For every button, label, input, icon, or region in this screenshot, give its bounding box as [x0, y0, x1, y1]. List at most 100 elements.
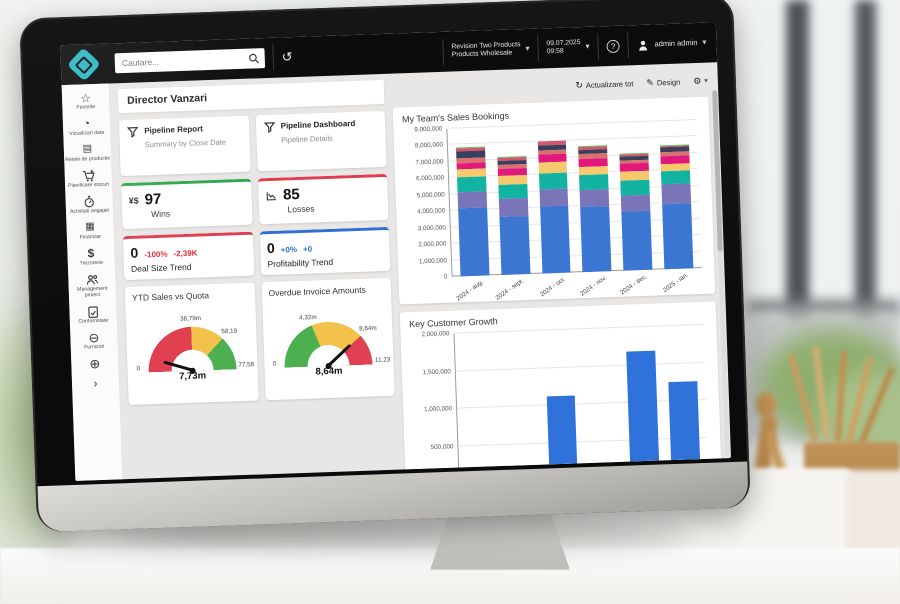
- overdue-invoices-gauge-card[interactable]: Overdue Invoice Amounts 8,64m 0 4,32m 8,64…: [261, 277, 395, 401]
- bar-segment-purple: [498, 198, 529, 217]
- x-axis-label: 2024 - nov.: [578, 274, 608, 298]
- bar[interactable]: [503, 331, 537, 479]
- sidebar-item-financiar[interactable]: ▦ Financiar: [79, 221, 102, 241]
- search-box[interactable]: [114, 48, 266, 74]
- user-name: admin admin: [654, 38, 698, 49]
- pencil: [834, 349, 848, 443]
- ytd-sales-gauge: 7,73m 0 38,79m 58,19 77,58: [136, 313, 254, 382]
- time-value: 09:58: [546, 47, 564, 56]
- pencil: [787, 352, 819, 444]
- chevron-down-icon: ▾: [704, 77, 708, 85]
- sidebar-item-management-proiect[interactable]: Management proiect: [69, 270, 116, 302]
- sidebar-item-add[interactable]: ⊕: [72, 354, 119, 374]
- window-glass: [748, 0, 900, 340]
- wins-card[interactable]: ¥$ 97 Wins: [121, 178, 253, 230]
- sidebar-item-planificare-stocuri[interactable]: Planificare stocuri: [65, 166, 112, 192]
- bar[interactable]: [659, 120, 694, 270]
- y-axis-tick: 4,000,000: [417, 207, 446, 216]
- x-axis-label: 2024 - oct.: [538, 275, 567, 299]
- bar-segment-purple: [661, 183, 692, 205]
- x-axis-label: 2025 - ian.: [661, 271, 690, 295]
- wins-value: 97: [144, 190, 162, 209]
- main-content: Director Vanzari Pipeline Report: [110, 62, 731, 480]
- bar-segment-teal: [457, 176, 487, 193]
- divider: [537, 35, 540, 62]
- y-axis-tick: 5,000,000: [416, 191, 445, 200]
- refresh-all-button[interactable]: ↻ Actualizare tot: [575, 78, 634, 90]
- plant: [760, 330, 900, 440]
- pipeline-report-card[interactable]: Pipeline Report Summary by Close Date: [118, 115, 251, 177]
- sidebar-item-activitati-angajati[interactable]: Activitati angajati: [66, 192, 113, 218]
- window-sill: [748, 300, 900, 316]
- user-icon: [639, 40, 648, 51]
- sidebar-item-vizualizari-date[interactable]: ◔ Vizualizari date: [69, 116, 105, 137]
- bar[interactable]: [585, 328, 619, 479]
- bar[interactable]: [496, 126, 531, 275]
- bar[interactable]: [463, 332, 497, 479]
- bar-segment-teal: [661, 170, 691, 185]
- design-button[interactable]: ✎ Design: [646, 77, 681, 88]
- bar-segment-blue: [580, 206, 612, 273]
- pencil: [854, 366, 896, 454]
- chevron-right-icon: ›: [93, 376, 98, 391]
- pipeline-dashboard-card[interactable]: Pipeline Dashboard Pipeline Details: [255, 110, 387, 172]
- wooden-mannequin: [763, 429, 787, 475]
- company-selector[interactable]: Revision Two Products Products Wholesale…: [451, 40, 530, 60]
- deal-size-trend-card[interactable]: 0 -100% -2,39K Deal Size Trend: [122, 231, 254, 281]
- settings-menu-button[interactable]: ⚙ ▾: [693, 75, 708, 87]
- y-axis-tick: 3,000,000: [417, 224, 446, 233]
- bar-segment-blue: [539, 205, 571, 274]
- sidebar-item-conformitate[interactable]: Conformitate: [70, 302, 117, 328]
- document-icon: ▤: [82, 143, 93, 155]
- sidebar-expand[interactable]: ›: [72, 374, 119, 393]
- sidebar-item-favorite[interactable]: ☆ Favorite: [76, 90, 96, 111]
- y-axis-tick: 9,000,000: [414, 125, 443, 134]
- sales-bookings-panel: My Team's Sales Bookings 0 1,000,000 2,000…: [392, 96, 716, 305]
- bar[interactable]: [537, 125, 571, 274]
- bar[interactable]: [667, 325, 701, 477]
- help-button[interactable]: ?: [606, 39, 620, 53]
- white-pot: [742, 468, 854, 564]
- screen: ↺ Revision Two Products Products Wholesa…: [60, 22, 732, 481]
- profitability-trend-card[interactable]: 0 +0% +0 Profitability Trend: [259, 226, 391, 276]
- y-axis-tick: 0: [443, 273, 448, 281]
- user-menu[interactable]: admin admin ▾: [636, 36, 707, 51]
- x-axis-label: 2024 - sept.: [494, 277, 526, 302]
- sidebar-item-furnizori[interactable]: ⊖ Furnizori: [84, 329, 105, 351]
- sales-bookings-chart: 0 1,000,000 2,000,000 3,000,000 4,000,000 5,0…: [402, 119, 706, 303]
- ytd-sales-gauge-card[interactable]: YTD Sales vs Quota 7,73m 0 38,79m 58,19 77,…: [124, 282, 259, 406]
- app-logo[interactable]: [60, 44, 107, 86]
- overdue-invoices-gauge: 8,64m 0 4,32m 8,64m 11,23: [273, 308, 391, 377]
- bar[interactable]: [578, 123, 612, 273]
- wooden-mannequin: [753, 413, 779, 477]
- date-selector[interactable]: 09.07.2025 09:58 ▾: [546, 38, 590, 56]
- cart-icon: [82, 169, 95, 182]
- bar-segment-purple: [580, 188, 610, 208]
- people-icon: [85, 273, 99, 286]
- sidebar-item-retele-de-productie[interactable]: ▤ Retele de productie: [65, 143, 111, 164]
- dollar-icon: $: [87, 246, 95, 261]
- pencil: [844, 356, 874, 448]
- wooden-mannequin: [756, 392, 776, 418]
- sidebar-item-trezorerie[interactable]: $ Trezorerie: [79, 246, 104, 267]
- pencil: [812, 345, 830, 439]
- bar-segment-customers: [668, 381, 701, 477]
- calculator-icon: ▦: [85, 221, 95, 233]
- divider: [442, 38, 445, 65]
- page-title: Director Vanzari: [117, 79, 385, 114]
- losses-card[interactable]: 85 Losses: [257, 173, 389, 225]
- bar-segment-purple: [621, 194, 651, 212]
- bar[interactable]: [544, 329, 579, 480]
- history-icon[interactable]: ↺: [281, 49, 293, 65]
- bar[interactable]: [619, 122, 653, 271]
- bar[interactable]: [455, 127, 490, 277]
- x-axis-label: 2024 - aug.: [454, 278, 485, 303]
- gauge-tick-label: 58,19: [221, 327, 238, 336]
- pie-chart-icon: ◔: [82, 116, 91, 131]
- search-input[interactable]: [114, 48, 266, 74]
- window-frame: [855, 0, 876, 335]
- y-axis-tick: 2,000,000: [421, 330, 450, 339]
- x-axis-label: 2024 - dec.: [619, 272, 649, 297]
- bar[interactable]: [626, 327, 660, 478]
- scrollbar-thumb[interactable]: [712, 90, 723, 252]
